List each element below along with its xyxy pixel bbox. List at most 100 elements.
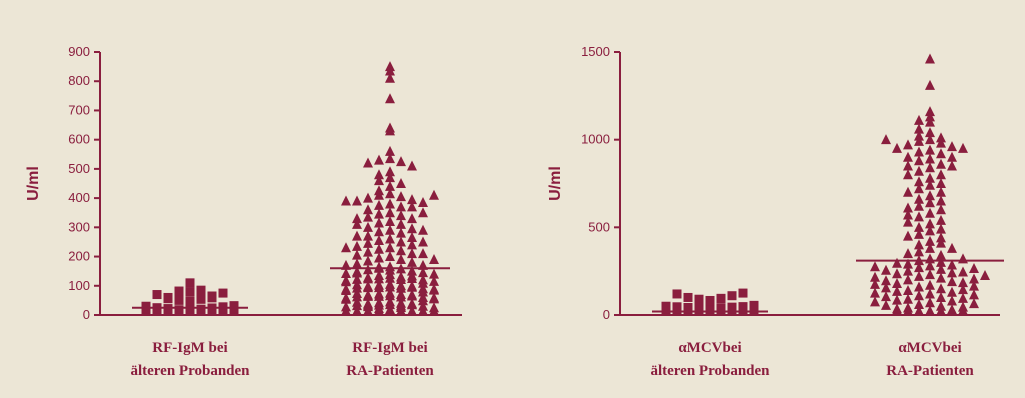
y-axis-title: U/ml — [547, 166, 564, 201]
data-point — [407, 223, 417, 234]
data-point — [947, 160, 957, 171]
data-point — [396, 282, 406, 293]
data-point — [925, 106, 935, 117]
data-point — [969, 280, 979, 291]
data-point — [374, 175, 384, 186]
data-point — [429, 292, 439, 303]
data-point — [407, 213, 417, 224]
data-point — [374, 290, 384, 301]
data-point — [925, 153, 935, 164]
category-label: αMCVbei — [898, 340, 961, 356]
data-point — [936, 249, 946, 260]
data-point — [914, 246, 924, 257]
data-point — [925, 242, 935, 253]
data-point — [914, 281, 924, 292]
data-point — [352, 195, 362, 206]
data-point — [947, 151, 957, 162]
data-point — [385, 272, 395, 283]
data-point — [969, 263, 979, 274]
data-point — [385, 290, 395, 301]
data-point — [881, 134, 891, 145]
data-point — [229, 301, 239, 311]
data-point — [672, 303, 682, 313]
data-point — [396, 273, 406, 284]
data-point — [727, 291, 737, 301]
data-point — [407, 232, 417, 243]
data-point — [429, 189, 439, 200]
data-point — [418, 286, 428, 297]
group-2: αMCVbei RA-Patienten — [856, 53, 1004, 379]
data-point — [947, 305, 957, 316]
data-point — [385, 166, 395, 177]
data-point — [374, 261, 384, 272]
data-point — [385, 224, 395, 235]
data-point — [870, 287, 880, 298]
data-point — [925, 111, 935, 122]
data-point — [903, 139, 913, 150]
y-tick-label: 900 — [68, 44, 90, 59]
data-point — [407, 298, 417, 309]
y-tick-label: 1500 — [581, 44, 610, 59]
data-point — [925, 144, 935, 155]
data-point — [914, 130, 924, 141]
data-point — [903, 258, 913, 269]
data-point — [363, 230, 373, 241]
data-point — [385, 125, 395, 136]
data-point — [374, 169, 384, 180]
data-point — [418, 224, 428, 235]
data-point — [363, 282, 373, 293]
data-point — [749, 300, 759, 310]
data-point — [418, 267, 428, 278]
data-point — [374, 154, 384, 165]
data-point — [936, 148, 946, 159]
data-point — [903, 305, 913, 316]
data-point — [947, 276, 957, 287]
data-point — [396, 245, 406, 256]
data-point — [229, 306, 239, 316]
data-point — [694, 294, 704, 304]
data-point — [936, 272, 946, 283]
data-point — [925, 235, 935, 246]
data-point — [429, 283, 439, 294]
data-point — [958, 266, 968, 277]
y-tick-label: 0 — [83, 307, 90, 322]
category-label: älteren Probanden — [650, 363, 770, 379]
data-point — [185, 287, 195, 297]
data-point — [363, 211, 373, 222]
data-point — [363, 246, 373, 257]
data-point — [947, 267, 957, 278]
data-point — [925, 53, 935, 64]
data-point — [396, 201, 406, 212]
data-point — [705, 296, 715, 306]
data-point — [363, 237, 373, 248]
group-1: RF-IgM bei älteren Probanden — [130, 278, 250, 379]
data-point — [914, 211, 924, 222]
data-point — [881, 275, 891, 286]
data-point — [914, 200, 924, 211]
data-point — [925, 162, 935, 173]
data-point — [141, 306, 151, 316]
data-point — [925, 288, 935, 299]
data-point — [947, 295, 957, 306]
data-point — [925, 116, 935, 127]
data-point — [352, 218, 362, 229]
data-point — [152, 290, 162, 300]
data-point — [903, 284, 913, 295]
data-point — [352, 296, 362, 307]
data-point — [903, 169, 913, 180]
data-point — [396, 253, 406, 264]
data-point — [185, 278, 195, 288]
data-point — [341, 305, 351, 316]
data-point — [914, 146, 924, 157]
data-point — [936, 214, 946, 225]
data-point — [429, 305, 439, 316]
data-point — [958, 253, 968, 264]
data-point — [914, 298, 924, 309]
data-point — [892, 277, 902, 288]
data-point — [925, 190, 935, 201]
data-point — [418, 236, 428, 247]
data-point — [936, 256, 946, 267]
data-point — [396, 218, 406, 229]
data-point — [341, 276, 351, 287]
data-point — [947, 242, 957, 253]
